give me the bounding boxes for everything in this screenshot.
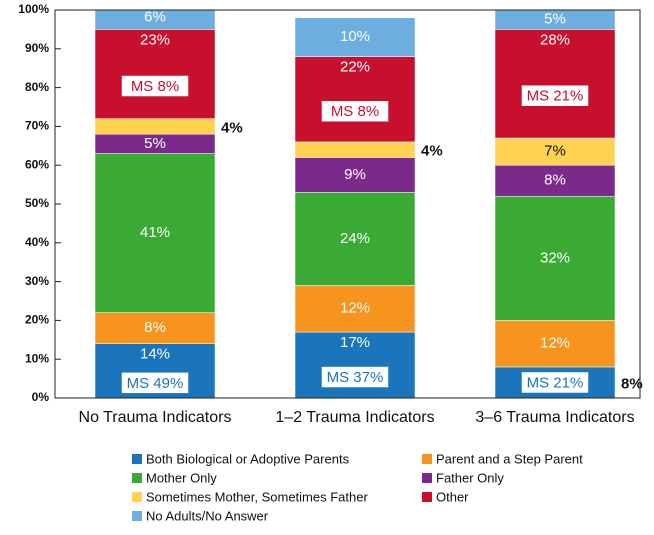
- legend-label: Other: [436, 489, 469, 504]
- y-tick-label: 90%: [25, 41, 49, 55]
- bar-segment: [294, 157, 416, 193]
- annotation-box: [320, 365, 390, 389]
- annotation: MS 37%: [327, 369, 384, 386]
- legend-swatch: [132, 473, 142, 483]
- y-tick-label: 30%: [25, 274, 49, 288]
- data-label: 6%: [144, 9, 166, 26]
- y-tick-label: 80%: [25, 80, 49, 94]
- data-label: 8%: [621, 375, 643, 392]
- legend-swatch: [132, 511, 142, 521]
- annotation-box: [520, 83, 590, 108]
- data-label: 23%: [140, 31, 170, 48]
- annotation: MS 8%: [331, 103, 379, 120]
- legend-label: Father Only: [436, 470, 504, 485]
- bar-segment: [94, 118, 216, 135]
- data-label: 4%: [421, 143, 443, 160]
- annotation: MS 8%: [131, 78, 179, 95]
- data-label: 17%: [340, 334, 370, 351]
- y-tick-label: 100%: [18, 2, 49, 16]
- bar-segment: [294, 192, 416, 286]
- legend-label: Sometimes Mother, Sometimes Father: [146, 489, 368, 504]
- data-label: 5%: [544, 11, 566, 28]
- y-tick-label: 50%: [25, 196, 49, 210]
- data-label: 28%: [540, 31, 570, 48]
- annotation: MS 49%: [127, 375, 184, 392]
- data-label: 9%: [344, 166, 366, 183]
- x-tick-label: No Trauma Indicators: [79, 409, 232, 426]
- y-tick-label: 70%: [25, 119, 49, 133]
- legend-swatch: [422, 473, 432, 483]
- bar-segment: [494, 320, 616, 368]
- bar-segment: [494, 29, 616, 139]
- legend-swatch: [422, 492, 432, 502]
- annotation-box: [120, 74, 190, 98]
- annotation: MS 21%: [527, 88, 584, 105]
- bar-segment: [294, 17, 416, 57]
- bar-segment: [294, 56, 416, 143]
- data-label: 22%: [340, 59, 370, 76]
- legend-label: Both Biological or Adoptive Parents: [146, 451, 350, 466]
- data-label: 12%: [540, 335, 570, 352]
- bar-segment: [294, 285, 416, 333]
- bar-segment: [294, 141, 416, 158]
- data-label: 24%: [340, 230, 370, 247]
- data-label: 10%: [340, 28, 370, 45]
- bar-segment: [494, 164, 616, 197]
- legend-label: Parent and a Step Parent: [436, 451, 583, 466]
- y-tick-label: 0%: [32, 390, 50, 404]
- data-label: 14%: [140, 346, 170, 363]
- bar-segment: [494, 10, 616, 30]
- data-label: 8%: [544, 172, 566, 189]
- bar-segment: [494, 195, 616, 321]
- data-label: 41%: [140, 224, 170, 241]
- data-label: 12%: [340, 300, 370, 317]
- legend-swatch: [132, 454, 142, 464]
- bar-segment: [94, 10, 216, 30]
- data-label: 32%: [540, 249, 570, 266]
- data-label: 4%: [221, 119, 243, 136]
- data-label: 7%: [544, 143, 566, 160]
- annotation-box: [120, 371, 190, 395]
- annotation-box: [320, 99, 390, 123]
- legend-label: Mother Only: [146, 470, 217, 485]
- y-tick-label: 10%: [25, 351, 49, 365]
- bar-segment: [494, 137, 616, 166]
- legend-swatch: [132, 492, 142, 502]
- legend-label: No Adults/No Answer: [146, 508, 269, 523]
- y-tick-label: 20%: [25, 313, 49, 327]
- y-tick-label: 60%: [25, 157, 49, 171]
- plot-area: [94, 10, 616, 398]
- annotation-box: [520, 370, 590, 395]
- data-label: 8%: [144, 319, 166, 336]
- bar-segment: [94, 312, 216, 344]
- x-tick-label: 1–2 Trauma Indicators: [275, 409, 434, 426]
- data-label: 5%: [144, 135, 166, 152]
- legend-swatch: [422, 454, 432, 464]
- annotation: MS 21%: [527, 374, 584, 391]
- y-tick-label: 40%: [25, 235, 49, 249]
- x-tick-label: 3–6 Trauma Indicators: [475, 409, 634, 426]
